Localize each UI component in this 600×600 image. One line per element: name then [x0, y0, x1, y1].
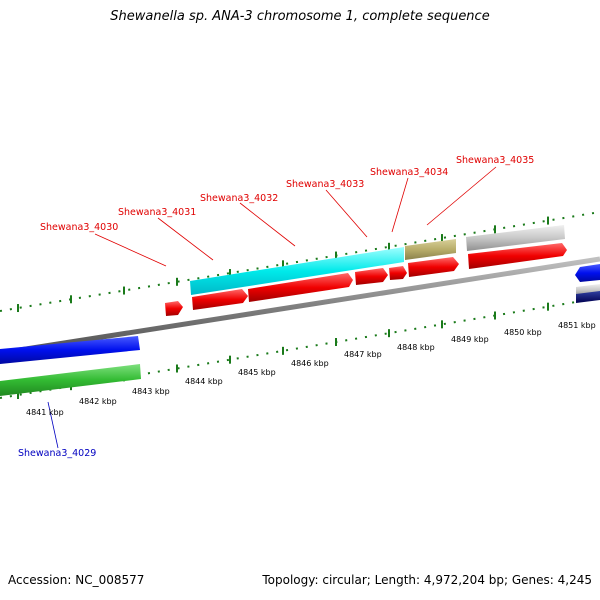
kbp-label-4846: 4846 kbp [291, 359, 329, 368]
leader-4033 [325, 189, 368, 238]
leader-4034 [391, 177, 409, 233]
kbp-label-4847: 4847 kbp [344, 350, 382, 359]
kbp-label-4842: 4842 kbp [79, 397, 117, 406]
kbp-labels: 4841 kbp 4842 kbp 4843 kbp 4844 kbp 4845… [26, 321, 596, 417]
label-leaders [47, 166, 497, 449]
gene-4030-4033-feature [190, 247, 404, 295]
gene-4029-feature [0, 336, 140, 364]
gene-next-navy [576, 291, 600, 303]
topology-summary: Topology: circular; Length: 4,972,204 bp… [262, 573, 592, 587]
gene-labels: Shewana3_4029 Shewana3_4030 Shewana3_403… [18, 155, 534, 459]
gene-label-4033[interactable]: Shewana3_4033 [286, 179, 364, 190]
gene-label-4031[interactable]: Shewana3_4031 [118, 207, 196, 218]
gene-4031-cds [192, 289, 248, 310]
gene-4033-cds [355, 268, 388, 285]
gene-next-feature [575, 264, 600, 282]
leader-4032 [239, 202, 296, 247]
kbp-label-4850: 4850 kbp [504, 328, 542, 337]
gene-4032-cds [248, 273, 353, 302]
gene-4034-feature [405, 239, 456, 260]
kbp-label-4845: 4845 kbp [238, 368, 276, 377]
kbp-label-4849: 4849 kbp [451, 335, 489, 344]
gene-label-4032[interactable]: Shewana3_4032 [200, 193, 278, 204]
accession-text: Accession: NC_008577 [8, 573, 145, 587]
kbp-label-4848: 4848 kbp [397, 343, 435, 352]
gene-label-4035[interactable]: Shewana3_4035 [456, 155, 534, 166]
features [0, 225, 600, 396]
map-title: Shewanella sp. ANA-3 chromosome 1, compl… [110, 9, 490, 24]
kbp-label-4843: 4843 kbp [132, 387, 170, 396]
kbp-label-4844: 4844 kbp [185, 377, 223, 386]
leader-4029 [47, 401, 59, 449]
leader-4030 [94, 233, 167, 267]
kbp-label-4851: 4851 kbp [558, 321, 596, 330]
gene-label-4029[interactable]: Shewana3_4029 [18, 448, 96, 459]
gene-label-4034[interactable]: Shewana3_4034 [370, 167, 448, 178]
gene-4034-cds [389, 266, 407, 280]
leader-4035 [426, 166, 497, 226]
gene-4034b-cds [408, 257, 459, 277]
upper-tick-track [0, 211, 600, 312]
gene-4029-cds [0, 364, 141, 396]
gene-4030-cds [165, 301, 183, 316]
leader-4031 [157, 217, 214, 261]
kbp-label-4841: 4841 kbp [26, 408, 64, 417]
gene-4035-feature [466, 225, 565, 251]
gene-label-4030[interactable]: Shewana3_4030 [40, 222, 118, 233]
chromosome-backbone [0, 256, 600, 356]
gene-4035-cds [468, 243, 567, 269]
